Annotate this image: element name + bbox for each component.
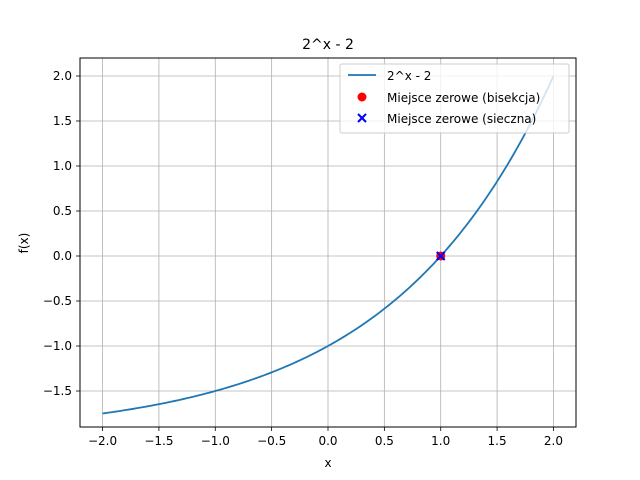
y-tick-label: 2.0 <box>53 69 72 83</box>
y-tick-label: −1.0 <box>43 339 72 353</box>
x-tick-label: 2.0 <box>544 434 563 448</box>
x-axis-ticks: −2.0 −1.5 −1.0 −0.5 0.0 0.5 1.0 1.5 2.0 <box>88 427 563 448</box>
legend-label-bisection: Miejsce zerowe (bisekcja) <box>387 91 540 105</box>
y-tick-label: 0.5 <box>53 204 72 218</box>
legend: 2^x - 2 Miejsce zerowe (bisekcja) Miejsc… <box>340 64 569 133</box>
x-tick-label: 1.5 <box>488 434 507 448</box>
legend-circle-swatch <box>358 93 367 102</box>
x-tick-label: −1.5 <box>144 434 173 448</box>
x-tick-label: 0.5 <box>375 434 394 448</box>
x-tick-label: −0.5 <box>257 434 286 448</box>
y-tick-label: −0.5 <box>43 294 72 308</box>
chart-title: 2^x - 2 <box>302 37 354 53</box>
x-tick-label: 0.0 <box>318 434 337 448</box>
x-tick-label: 1.0 <box>431 434 450 448</box>
y-axis-ticks: −1.5 −1.0 −0.5 0.0 0.5 1.0 1.5 2.0 <box>43 69 80 398</box>
legend-label-line: 2^x - 2 <box>387 69 431 83</box>
y-tick-label: 1.5 <box>53 114 72 128</box>
y-tick-label: 0.0 <box>53 249 72 263</box>
x-tick-label: −1.0 <box>201 434 230 448</box>
legend-label-secant: Miejsce zerowe (sieczna) <box>387 112 536 126</box>
y-tick-label: 1.0 <box>53 159 72 173</box>
y-axis-label: f(x) <box>17 233 31 254</box>
y-tick-label: −1.5 <box>43 384 72 398</box>
x-axis-label: x <box>324 456 331 470</box>
x-tick-label: −2.0 <box>88 434 117 448</box>
